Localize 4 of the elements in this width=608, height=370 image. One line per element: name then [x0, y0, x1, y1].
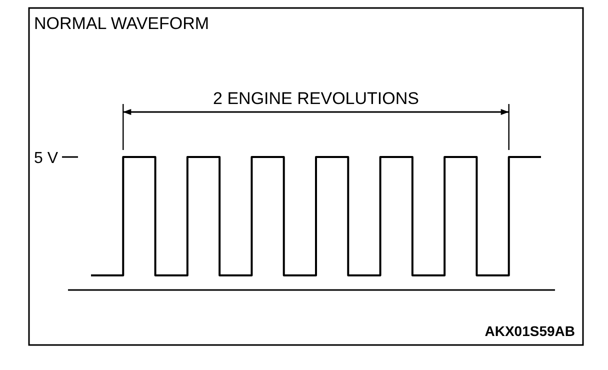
text: AKX01S59AB	[484, 323, 575, 339]
text: 5 V	[34, 150, 58, 167]
chart-title: NORMAL WAVEFORM	[34, 14, 210, 33]
text: 2 ENGINE REVOLUTIONS	[213, 89, 419, 108]
